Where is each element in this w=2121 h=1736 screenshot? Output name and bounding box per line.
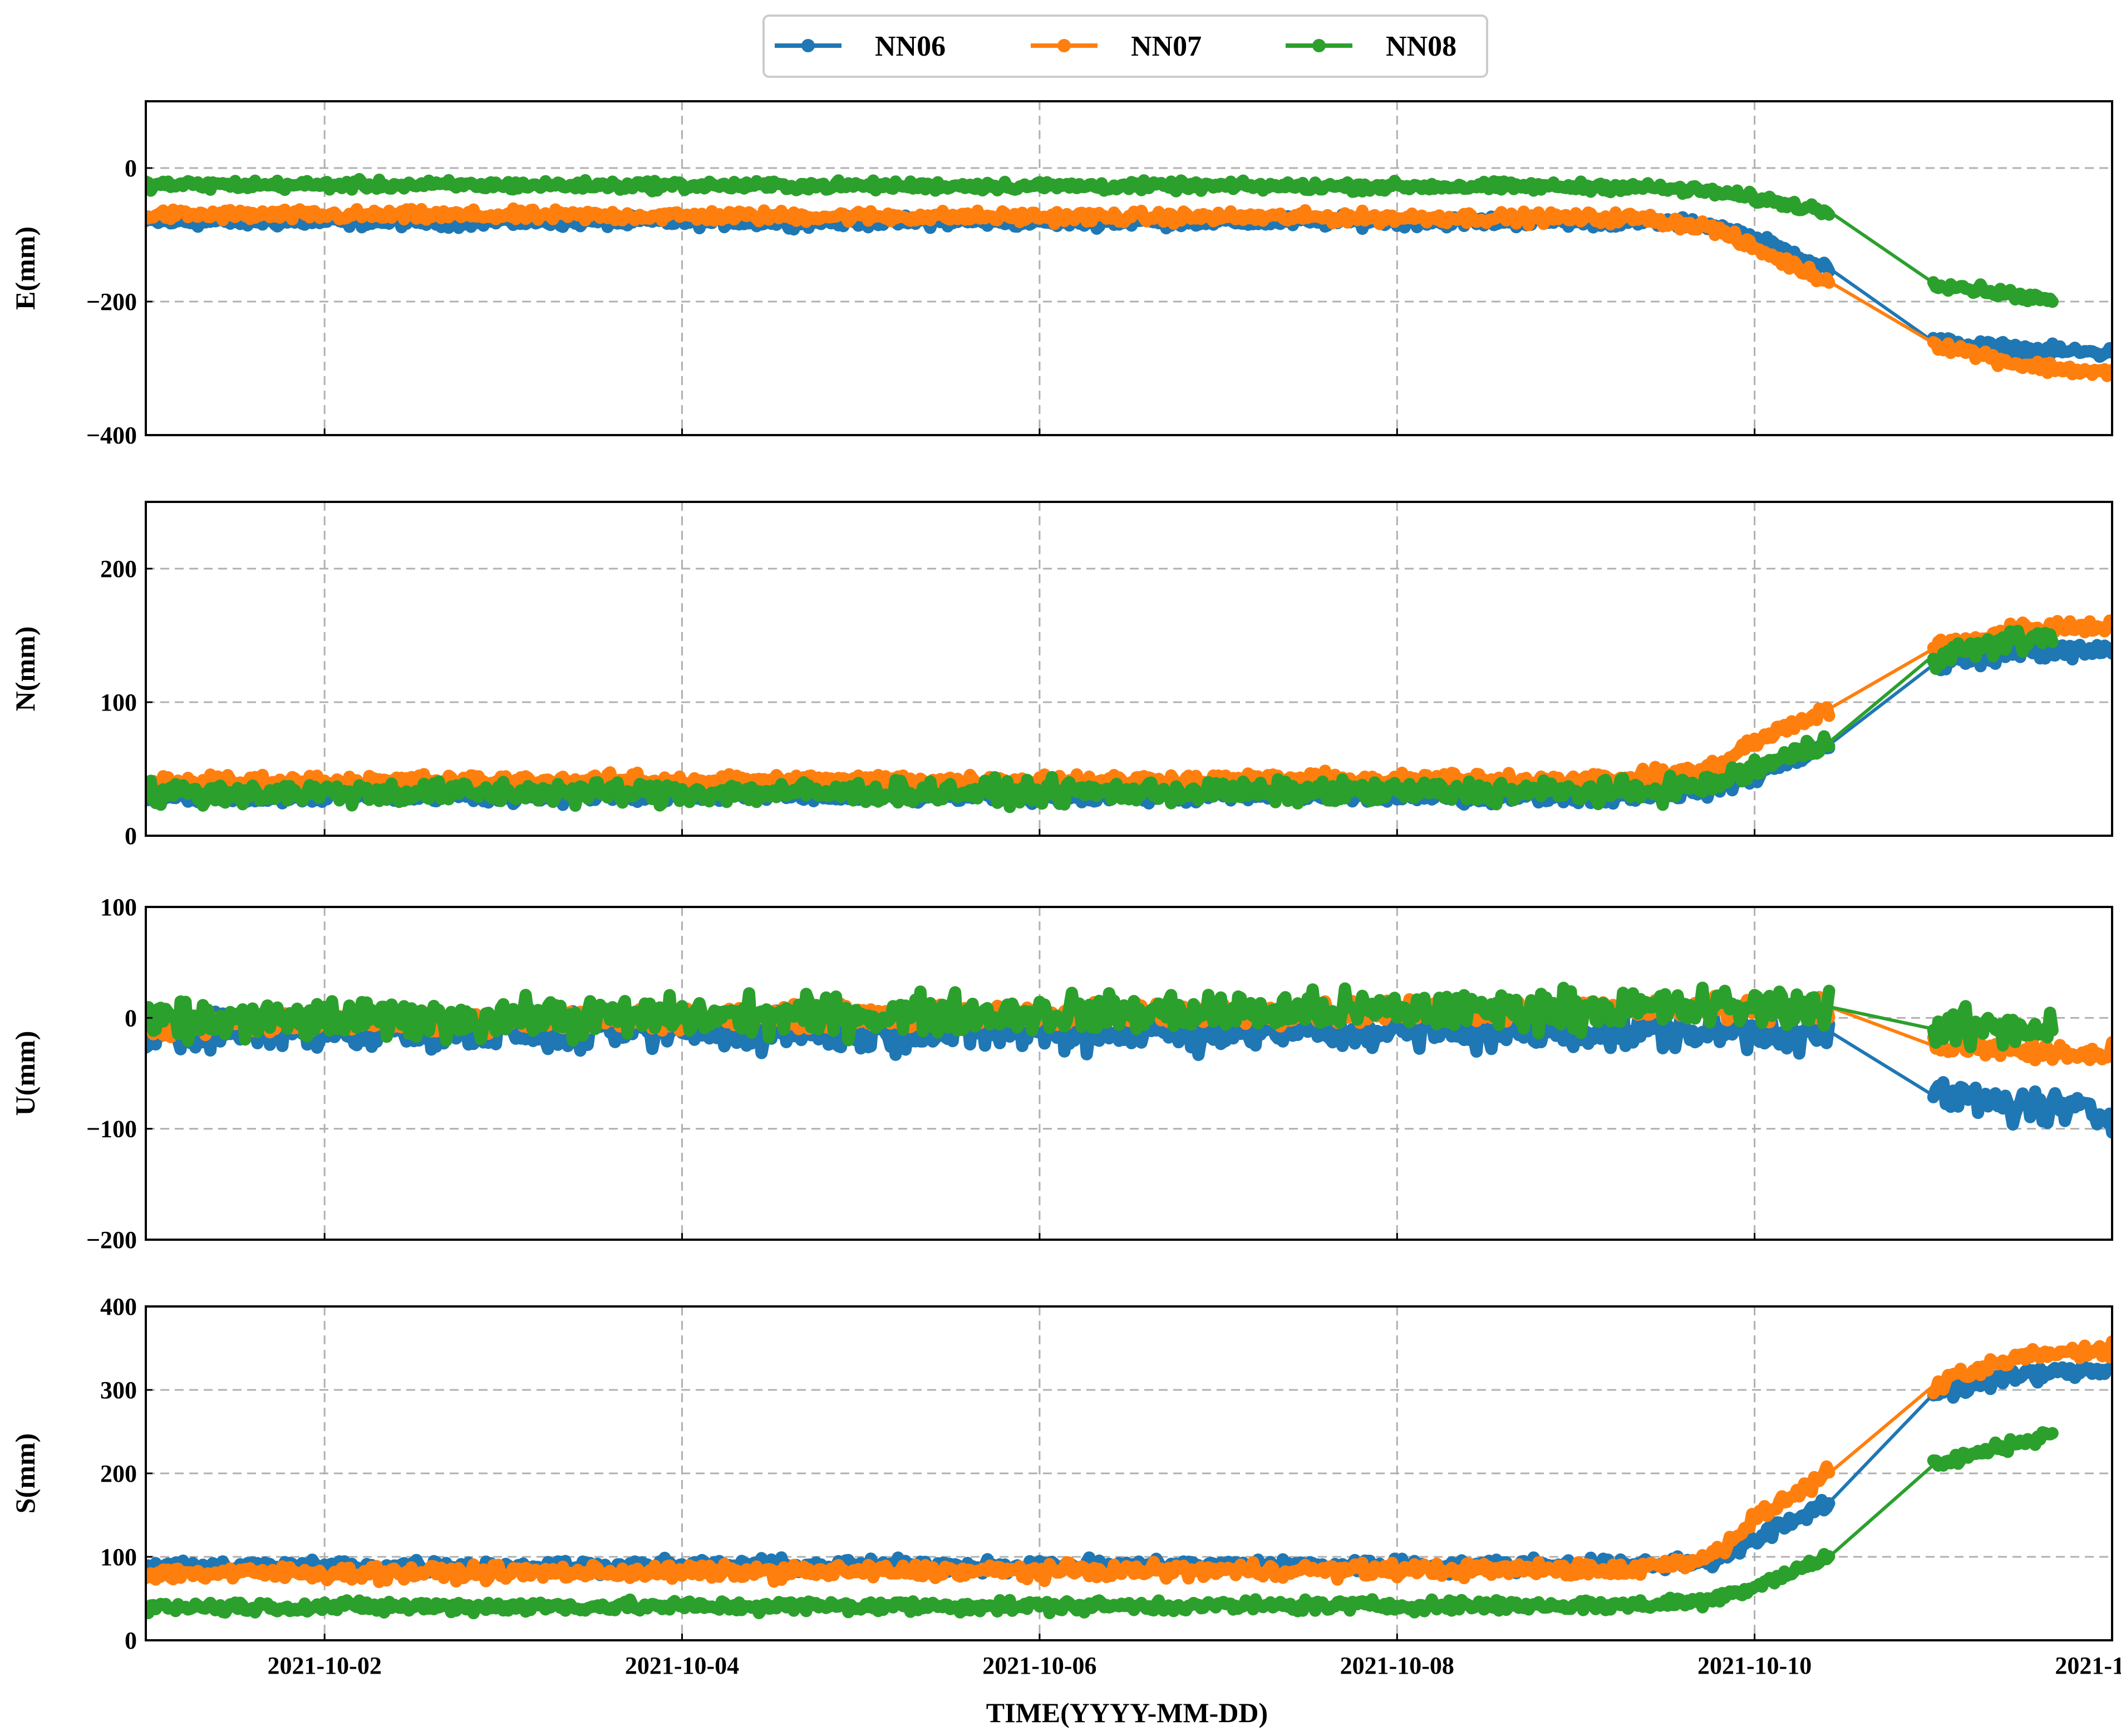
panel-frame bbox=[145, 906, 2113, 1241]
legend-entry-NN07: NN07 bbox=[1031, 31, 1202, 62]
series-NN06-gap-line bbox=[1828, 1029, 1935, 1097]
series-NN06-gap-line bbox=[1828, 663, 1935, 747]
panel-U: 100 0 −100 −200 U(mm) bbox=[9, 894, 2113, 1254]
series-NN08-line bbox=[146, 1430, 2053, 1619]
y-tick-label: −100 bbox=[86, 1116, 137, 1143]
y-tick-label: 300 bbox=[100, 1377, 137, 1404]
legend-label: NN07 bbox=[1131, 31, 1202, 62]
legend-marker bbox=[1057, 39, 1071, 52]
x-axis-title: TIME(YYYY-MM-DD) bbox=[986, 1697, 1268, 1728]
legend-entry-NN06: NN06 bbox=[775, 31, 946, 62]
y-tick-label: −200 bbox=[86, 288, 137, 315]
legend-label: NN06 bbox=[875, 31, 946, 62]
legend-label: NN08 bbox=[1386, 31, 1456, 62]
legend: NN06 NN07 NN08 bbox=[762, 14, 1488, 78]
series-group bbox=[146, 173, 2112, 382]
series-NN07-gap-line bbox=[1828, 1384, 1935, 1475]
series-NN08-line bbox=[146, 987, 2054, 1048]
series-group bbox=[146, 982, 2112, 1139]
legend-box bbox=[762, 14, 1488, 78]
y-tick-label: 0 bbox=[125, 155, 137, 182]
y-tick-label: 200 bbox=[100, 1460, 137, 1487]
y-tick-label: −200 bbox=[86, 1226, 137, 1254]
x-tick-label: 2021-10-12 bbox=[2055, 1652, 2121, 1679]
series-NN06-gap-line bbox=[1828, 1393, 1935, 1504]
panel-frame bbox=[145, 501, 2113, 837]
series-NN07-gap-line bbox=[1828, 647, 1935, 711]
y-tick-label: 0 bbox=[125, 1627, 137, 1654]
x-tick-label: 2021-10-10 bbox=[1697, 1652, 1812, 1679]
series-group bbox=[146, 1335, 2112, 1620]
legend-entry-NN08: NN08 bbox=[1286, 31, 1456, 62]
panel-N: 0 100 200 N(mm) bbox=[9, 501, 2113, 850]
series-NN08-gap-line bbox=[1828, 210, 1935, 284]
y-tick-label: −400 bbox=[86, 422, 137, 449]
x-tick-label: 2021-10-08 bbox=[1340, 1652, 1454, 1679]
series-group bbox=[146, 614, 2112, 813]
series-NN06-line bbox=[146, 1359, 2112, 1580]
y-axis-title: S(mm) bbox=[9, 1433, 41, 1513]
x-tick-label: 2021-10-04 bbox=[625, 1652, 739, 1679]
series-NN07-markers bbox=[146, 202, 2112, 382]
y-axis-title: E(mm) bbox=[9, 226, 41, 310]
series-NN07-markers bbox=[146, 1335, 2112, 1589]
series-NN08-gap-line bbox=[1828, 1005, 1934, 1031]
series-NN08-line bbox=[146, 626, 2054, 810]
y-axis-title: U(mm) bbox=[9, 1031, 41, 1116]
x-tick-label: 2021-10-06 bbox=[982, 1652, 1096, 1679]
series-NN06-gap-line bbox=[1828, 267, 1935, 343]
panel-S: 0 100 200 300 400 2021-10-02 2021-10-04 2021-10… bbox=[9, 1293, 2121, 1679]
series-NN08-gap-line bbox=[1828, 1463, 1935, 1559]
panel-E: 0 −200 −400 E(mm) bbox=[9, 100, 2113, 449]
panel-frame bbox=[145, 100, 2113, 436]
series-NN07-line bbox=[146, 1341, 2112, 1586]
legend-marker bbox=[1312, 39, 1326, 52]
series-NN07-markers bbox=[146, 614, 2112, 797]
y-tick-label: 200 bbox=[100, 555, 137, 583]
series-NN08-gap-line bbox=[1828, 654, 1935, 744]
series-NN06-markers bbox=[146, 1358, 2112, 1581]
y-tick-label: 100 bbox=[100, 894, 137, 921]
series-NN07-line bbox=[146, 203, 2112, 379]
y-tick-label: 100 bbox=[100, 689, 137, 716]
series-NN07-gap-line bbox=[1828, 280, 1935, 344]
y-tick-label: 100 bbox=[100, 1543, 137, 1571]
y-tick-label: 0 bbox=[125, 822, 137, 850]
y-tick-label: 400 bbox=[100, 1293, 137, 1320]
x-tick-label: 2021-10-02 bbox=[268, 1652, 382, 1679]
legend-marker bbox=[801, 39, 815, 52]
series-NN07-gap-line bbox=[1828, 1005, 1934, 1047]
y-axis-title: N(mm) bbox=[9, 627, 41, 712]
y-tick-label: 0 bbox=[125, 1004, 137, 1032]
series-NN08-line bbox=[146, 175, 2054, 305]
panels: 0 −200 −400 E(mm) 0 100 200 N(mm) 100 0 −100 −200 U(… bbox=[9, 100, 2121, 1679]
